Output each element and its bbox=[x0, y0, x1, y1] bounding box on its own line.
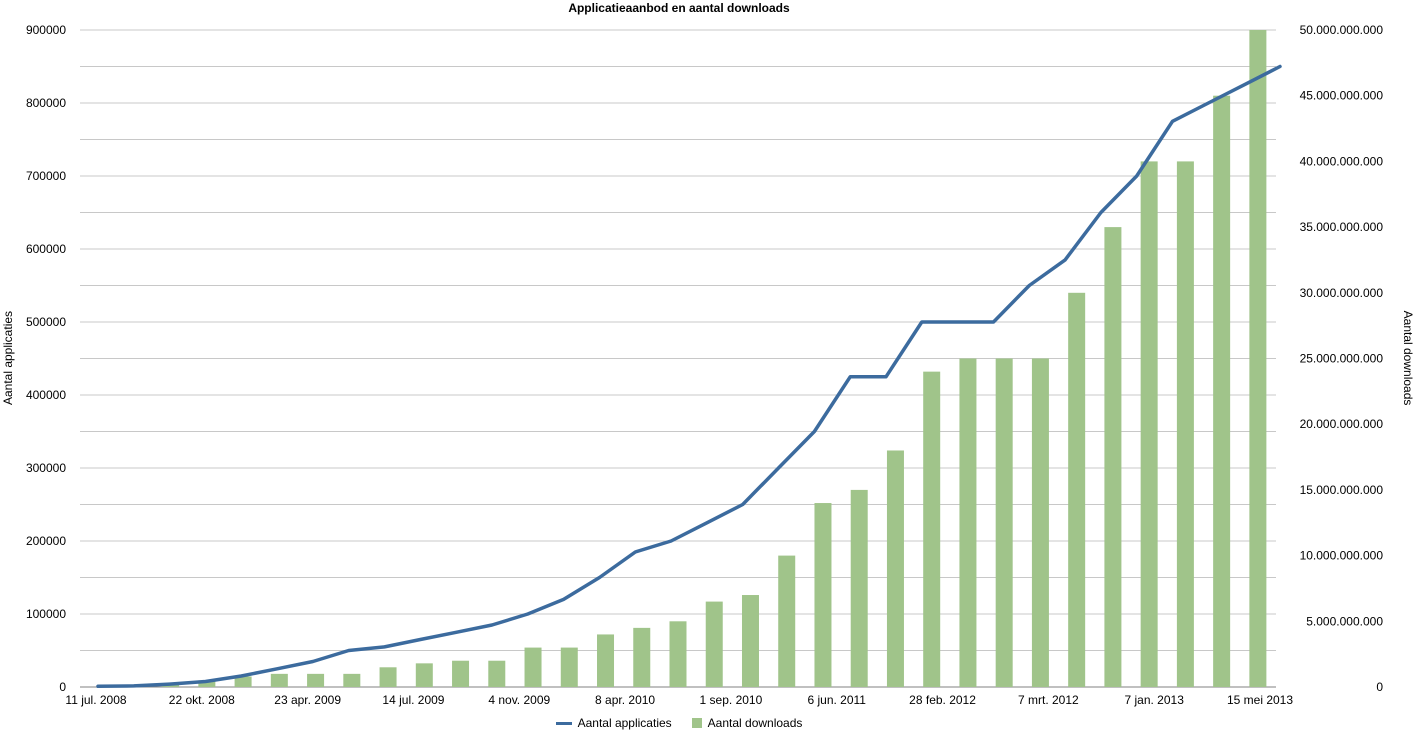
downloads-bar bbox=[488, 660, 506, 687]
y-left-tick-label: 0 bbox=[59, 680, 66, 694]
downloads-bar bbox=[343, 673, 361, 687]
downloads-bars bbox=[125, 30, 1267, 687]
y-right-tick-label: 50.000.000.000 bbox=[1300, 23, 1384, 37]
downloads-bar bbox=[198, 680, 216, 687]
bar-swatch-icon bbox=[691, 718, 702, 728]
downloads-bar bbox=[1176, 161, 1194, 687]
downloads-bar bbox=[923, 371, 941, 687]
y-right-tick-label: 10.000.000.000 bbox=[1300, 549, 1384, 563]
downloads-bar bbox=[669, 621, 687, 687]
downloads-bar bbox=[741, 595, 759, 687]
legend-item-downloads[interactable]: Aantal downloads bbox=[691, 716, 803, 730]
y-right-tick-label: 15.000.000.000 bbox=[1300, 483, 1384, 497]
downloads-bar bbox=[778, 555, 796, 687]
downloads-bar bbox=[886, 450, 904, 687]
downloads-bar bbox=[633, 627, 651, 687]
y-left-tick-label: 100000 bbox=[26, 607, 66, 621]
chart-title: Applicatieaanbod en aantal downloads bbox=[568, 1, 790, 15]
y-right-tick-label: 35.000.000.000 bbox=[1300, 220, 1384, 234]
downloads-bar bbox=[995, 358, 1013, 687]
y-axis-left-label: Aantal applicaties bbox=[1, 311, 15, 405]
legend-label-downloads: Aantal downloads bbox=[707, 716, 803, 730]
downloads-bar bbox=[597, 634, 615, 687]
downloads-bar bbox=[270, 673, 288, 687]
downloads-bar bbox=[1249, 30, 1267, 687]
downloads-bar bbox=[524, 647, 542, 687]
x-tick-label: 23 apr. 2009 bbox=[274, 693, 341, 707]
legend-item-applicaties[interactable]: Aantal applicaties bbox=[555, 716, 672, 730]
downloads-bar bbox=[850, 489, 868, 687]
x-tick-label: 14 jul. 2009 bbox=[382, 693, 444, 707]
x-tick-label: 11 jul. 2008 bbox=[65, 693, 126, 707]
y-left-tick-label: 600000 bbox=[26, 242, 66, 256]
y-left-tick-label: 800000 bbox=[26, 96, 66, 110]
legend: Aantal applicaties Aantal downloads bbox=[0, 716, 1358, 730]
downloads-bar bbox=[452, 660, 470, 687]
x-tick-label: 15 mei 2013 bbox=[1227, 693, 1293, 707]
y-right-tick-label: 45.000.000.000 bbox=[1300, 89, 1384, 103]
downloads-bar bbox=[379, 667, 397, 687]
downloads-bar bbox=[1031, 358, 1049, 687]
downloads-bar bbox=[560, 647, 578, 687]
applications-line-path bbox=[96, 64, 1282, 689]
downloads-bar bbox=[234, 676, 252, 687]
y-right-tick-label: 5.000.000.000 bbox=[1306, 614, 1383, 628]
x-tick-label: 1 sep. 2010 bbox=[700, 693, 763, 707]
y-left-tick-label: 900000 bbox=[26, 23, 66, 37]
y-left-tick-label: 300000 bbox=[26, 461, 66, 475]
legend-label-applicaties: Aantal applicaties bbox=[577, 716, 672, 730]
y-right-tick-label: 25.000.000.000 bbox=[1300, 352, 1384, 366]
downloads-bar bbox=[1068, 292, 1086, 687]
downloads-bar bbox=[959, 358, 977, 687]
x-tick-label: 8 apr. 2010 bbox=[595, 693, 655, 707]
downloads-bar bbox=[1140, 161, 1158, 687]
x-tick-label: 7 mrt. 2012 bbox=[1018, 693, 1079, 707]
y-left-tick-label: 400000 bbox=[26, 388, 66, 402]
y-right-tick-label: 0 bbox=[1376, 680, 1383, 694]
x-tick-label: 22 okt. 2008 bbox=[169, 693, 235, 707]
x-tick-label: 7 jan. 2013 bbox=[1124, 693, 1184, 707]
x-tick-label: 4 nov. 2009 bbox=[488, 693, 550, 707]
y-right-tick-label: 30.000.000.000 bbox=[1300, 286, 1384, 300]
axes: 0 100000 200000 300000 400000 500000 600000 700… bbox=[26, 23, 1383, 707]
y-axis-right-label: Aantal downloads bbox=[1401, 311, 1415, 406]
y-right-tick-label: 40.000.000.000 bbox=[1300, 154, 1384, 168]
x-tick-label: 6 jun. 2011 bbox=[807, 693, 866, 707]
y-left-tick-label: 200000 bbox=[26, 534, 66, 548]
applications-line bbox=[96, 64, 1282, 689]
x-tick-label: 28 feb. 2012 bbox=[909, 693, 976, 707]
y-left-tick-label: 700000 bbox=[26, 169, 66, 183]
y-left-tick-label: 500000 bbox=[26, 315, 66, 329]
downloads-bar bbox=[307, 673, 325, 687]
downloads-bar bbox=[814, 503, 832, 687]
downloads-bar bbox=[1104, 227, 1122, 687]
y-right-tick-label: 20.000.000.000 bbox=[1300, 417, 1384, 431]
line-swatch-icon bbox=[555, 721, 572, 725]
downloads-bar bbox=[415, 663, 433, 687]
downloads-bar bbox=[705, 601, 723, 687]
downloads-bar bbox=[1213, 95, 1231, 687]
gridlines bbox=[80, 29, 1276, 688]
